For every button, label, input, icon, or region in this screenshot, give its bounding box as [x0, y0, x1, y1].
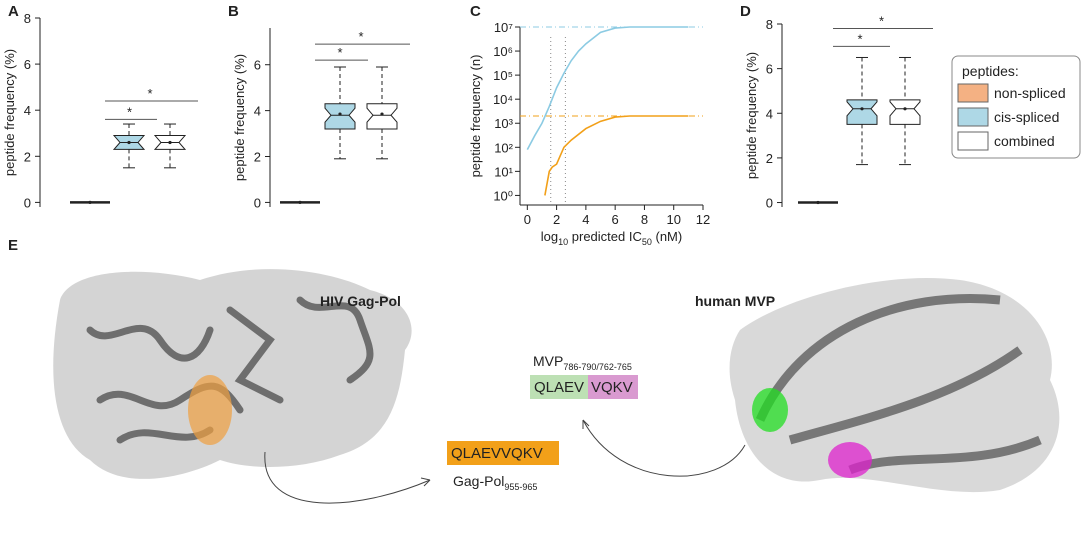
x-tick-label: 12 [696, 212, 710, 227]
y-tick-label: 10⁴ [493, 92, 513, 107]
mean [168, 140, 172, 145]
y-axis-label: peptide frequency (n) [468, 55, 483, 178]
panel-label: C [470, 3, 481, 20]
x-axis-label-part: 10 [558, 237, 568, 247]
significance-label: * [857, 31, 862, 46]
mean [127, 140, 131, 145]
peptide-box [447, 441, 559, 465]
x-tick-label: 6 [612, 212, 619, 227]
y-axis-label: peptide frequency (%) [2, 49, 17, 176]
significance-label: * [147, 86, 152, 101]
peptide: QLAEVVQKV [451, 445, 543, 462]
peptide-highlight [828, 442, 872, 478]
y-tick-label: 6 [766, 62, 773, 77]
x-tick-label: 0 [524, 212, 531, 227]
x-tick-label: 2 [553, 212, 560, 227]
peptide: VQKV [591, 379, 633, 396]
x-axis-label-part: log [541, 229, 558, 244]
peptide: QLAEV [534, 379, 584, 396]
mean [88, 200, 92, 204]
series-line [544, 115, 689, 196]
legend-label: cis-spliced [994, 109, 1059, 125]
arrowhead [582, 419, 590, 429]
box [366, 103, 398, 130]
y-tick-label: 2 [766, 151, 773, 166]
mean [903, 107, 907, 111]
legend-title: peptides: [962, 63, 1019, 79]
legend-label: combined [994, 133, 1055, 149]
mean [338, 112, 342, 116]
x-tick-label: 4 [582, 212, 589, 227]
x-tick-label: 8 [641, 212, 648, 227]
box [846, 99, 878, 125]
legend-swatch [957, 83, 989, 103]
series-line [526, 26, 689, 151]
mean [860, 107, 864, 111]
y-tick-label: 4 [254, 104, 261, 119]
x-axis-label-part: (nM) [652, 229, 682, 244]
peptide-box [588, 375, 638, 399]
box [324, 103, 356, 130]
significance-label: * [127, 104, 132, 119]
y-tick-label: 2 [254, 150, 261, 165]
arrow [582, 419, 746, 477]
source: Gag-Pol [453, 473, 504, 489]
y-tick-label: 0 [254, 195, 261, 210]
arrow [264, 451, 431, 504]
source-sub: 786-790/762-765 [563, 362, 632, 372]
legend-label: non-spliced [994, 85, 1066, 101]
source: MVP786-790/762-765 [533, 353, 632, 372]
y-axis-label: peptide frequency (%) [232, 54, 247, 181]
legend-swatch [957, 107, 989, 127]
source: MVP [533, 353, 563, 369]
box [889, 99, 921, 125]
source: Gag-Pol955-965 [453, 473, 537, 492]
y-tick-label: 10¹ [494, 164, 513, 179]
x-axis-label-part: predicted IC [568, 229, 642, 244]
panel-label: A [8, 3, 19, 20]
x-axis-label-part: 50 [642, 237, 652, 247]
y-tick-label: 10² [494, 140, 513, 155]
structures: HIV Gag-Pol human MVP QLAEVVQKV Gag-Pol9… [53, 269, 1060, 504]
peptide-box [530, 375, 588, 399]
y-tick-label: 10⁵ [493, 68, 513, 83]
source-sub: 955-965 [504, 482, 537, 492]
y-tick-label: 2 [24, 149, 31, 164]
significance-label: * [879, 13, 884, 28]
mean [816, 200, 820, 205]
y-tick-label: 6 [254, 58, 261, 73]
y-tick-label: 8 [766, 17, 773, 32]
y-tick-label: 0 [766, 196, 773, 211]
legend-swatch [957, 131, 989, 151]
surface [53, 269, 412, 479]
panel-label: B [228, 3, 239, 20]
significance-label: * [337, 45, 342, 60]
y-tick-label: 10³ [494, 116, 513, 131]
y-tick-label: 4 [24, 103, 31, 118]
significance-label: * [358, 29, 363, 44]
y-tick-label: 10⁶ [493, 44, 513, 59]
panel-label: D [740, 3, 751, 20]
x-tick-label: 10 [666, 212, 680, 227]
panel-label: E [8, 237, 18, 254]
y-tick-label: 10⁰ [493, 188, 513, 203]
y-tick-label: 0 [24, 195, 31, 210]
arrowhead [420, 477, 431, 487]
peptide-highlight [188, 375, 232, 445]
y-axis-label: peptide frequency (%) [744, 52, 759, 179]
y-tick-label: 10⁷ [494, 20, 513, 35]
mean [298, 200, 302, 205]
y-tick-label: 4 [766, 106, 773, 121]
y-tick-label: 8 [24, 11, 31, 26]
structure-title: human MVP [695, 293, 775, 309]
surface [729, 278, 1060, 493]
structure-title: HIV Gag-Pol [320, 293, 401, 309]
mean [380, 112, 384, 116]
y-tick-label: 6 [24, 57, 31, 72]
peptide-highlight [752, 388, 788, 432]
x-axis-label: log10 predicted IC50 (nM) [541, 229, 682, 247]
